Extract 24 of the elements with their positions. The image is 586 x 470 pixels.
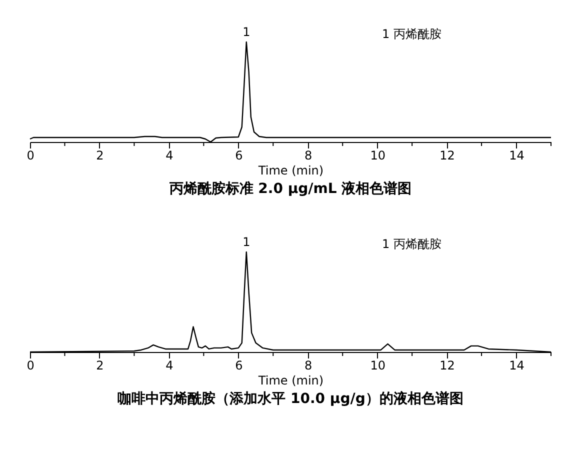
x-tick-label: 0 xyxy=(26,358,34,372)
x-tick-label: 10 xyxy=(370,148,386,162)
text: 咖啡中丙烯酰胺（添加水平 10.0 μg/g）的液相色谱图 xyxy=(118,390,464,407)
x-tick-label: 8 xyxy=(304,358,312,372)
text: 1 丙烯酰胺 xyxy=(382,237,442,251)
x-tick-label: 8 xyxy=(304,148,312,162)
x-axis-title: Time (min) xyxy=(257,164,324,178)
x-axis-title: Time (min) xyxy=(257,374,324,388)
x-tick-label: 12 xyxy=(440,358,455,372)
x-tick-label: 2 xyxy=(96,148,104,162)
x-tick-label: 14 xyxy=(509,358,524,372)
x-tick-label: 4 xyxy=(166,358,174,372)
x-tick-label: 2 xyxy=(96,358,104,372)
x-tick-label: 10 xyxy=(370,358,386,372)
x-tick-label: 12 xyxy=(440,148,455,162)
x-tick-label: 4 xyxy=(166,148,174,162)
text: 丙烯酰胺标准 2.0 μg/mL 液相色谱图 xyxy=(168,180,412,197)
x-tick-label: 14 xyxy=(509,148,524,162)
text: 1 丙烯酰胺 xyxy=(382,27,442,41)
x-tick-label: 6 xyxy=(235,358,243,372)
annotation: 1 xyxy=(242,25,250,39)
x-tick-label: 0 xyxy=(26,148,34,162)
annotation: 1 xyxy=(242,235,250,249)
x-tick-label: 6 xyxy=(235,148,243,162)
